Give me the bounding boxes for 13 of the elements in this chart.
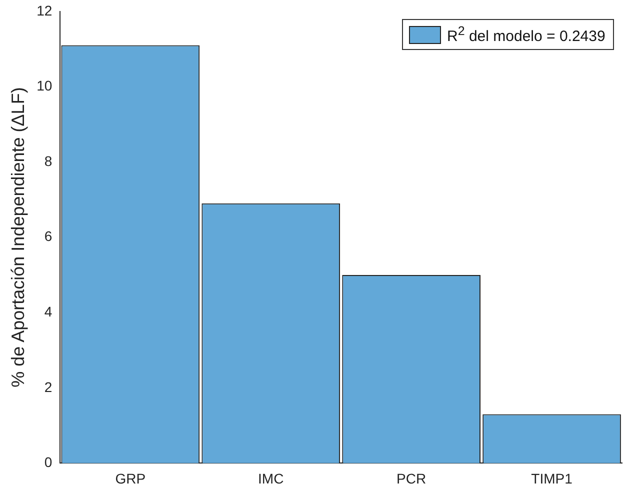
legend-label: R$^{2}$ del modelo = 0.2439 — [447, 24, 606, 46]
x-tick-label: GRP — [115, 470, 146, 486]
y-tick-label: 12 — [36, 2, 52, 18]
x-tick-label: PCR — [396, 470, 426, 486]
y-tick-label: 4 — [44, 303, 52, 320]
y-tick-label: 2 — [44, 378, 52, 395]
x-tick-label: IMC — [258, 470, 284, 486]
y-tick-label: 6 — [44, 228, 52, 244]
y-tick-label: 10 — [36, 78, 52, 94]
y-tick-label: 0 — [44, 454, 52, 470]
x-tick-label: TIMP1 — [531, 470, 573, 486]
y-tick-label: 8 — [44, 152, 52, 169]
y-axis-title: % de Aportación Independiente (ΔLF) — [8, 87, 28, 388]
